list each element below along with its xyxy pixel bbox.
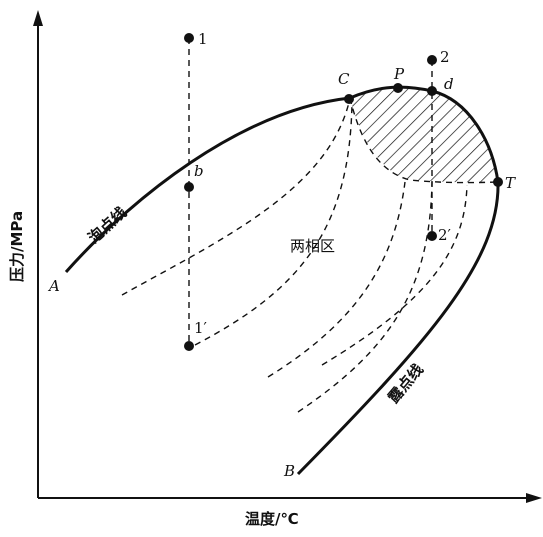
label-b: b [194,162,204,180]
point-2prime [427,231,437,241]
quality-line-5 [321,184,468,366]
axes [33,10,542,503]
dew-line-label: 露点线 [384,361,427,407]
label-C: C [338,70,350,88]
points [184,33,503,351]
point-C [344,94,354,104]
y-axis-arrow [33,10,43,26]
y-axis-label: 压力/MPa [8,211,26,282]
quality-lines [121,97,499,413]
retrograde-bottom-dashed [349,97,499,184]
retrograde-region [350,87,498,183]
x-axis-label: 温度/℃ [245,510,299,528]
x-axis-arrow [526,493,542,503]
label-P: P [393,65,405,83]
point-2 [427,55,437,65]
quality-line-2 [194,101,353,346]
label-d: d [444,75,454,93]
label-A: A [47,277,60,295]
label-T: T [505,174,516,192]
label-2prime: 2′ [438,226,452,244]
quality-line-1 [121,97,351,296]
quality-line-3 [267,181,406,378]
point-P [393,83,403,93]
label-1: 1 [198,30,208,48]
dew-point-curve [296,85,500,476]
label-2: 2 [440,48,450,66]
bubble-line-label: 泡点线 [85,203,130,246]
point-T [493,177,503,187]
two-phase-label: 两相区 [290,237,335,255]
point-b [184,182,194,192]
label-1prime: 1′ [194,319,208,337]
point-1 [184,33,194,43]
point-1prime [184,341,194,351]
point-d [427,86,437,96]
label-B: B [283,462,295,480]
bubble-point-curve [64,96,351,273]
